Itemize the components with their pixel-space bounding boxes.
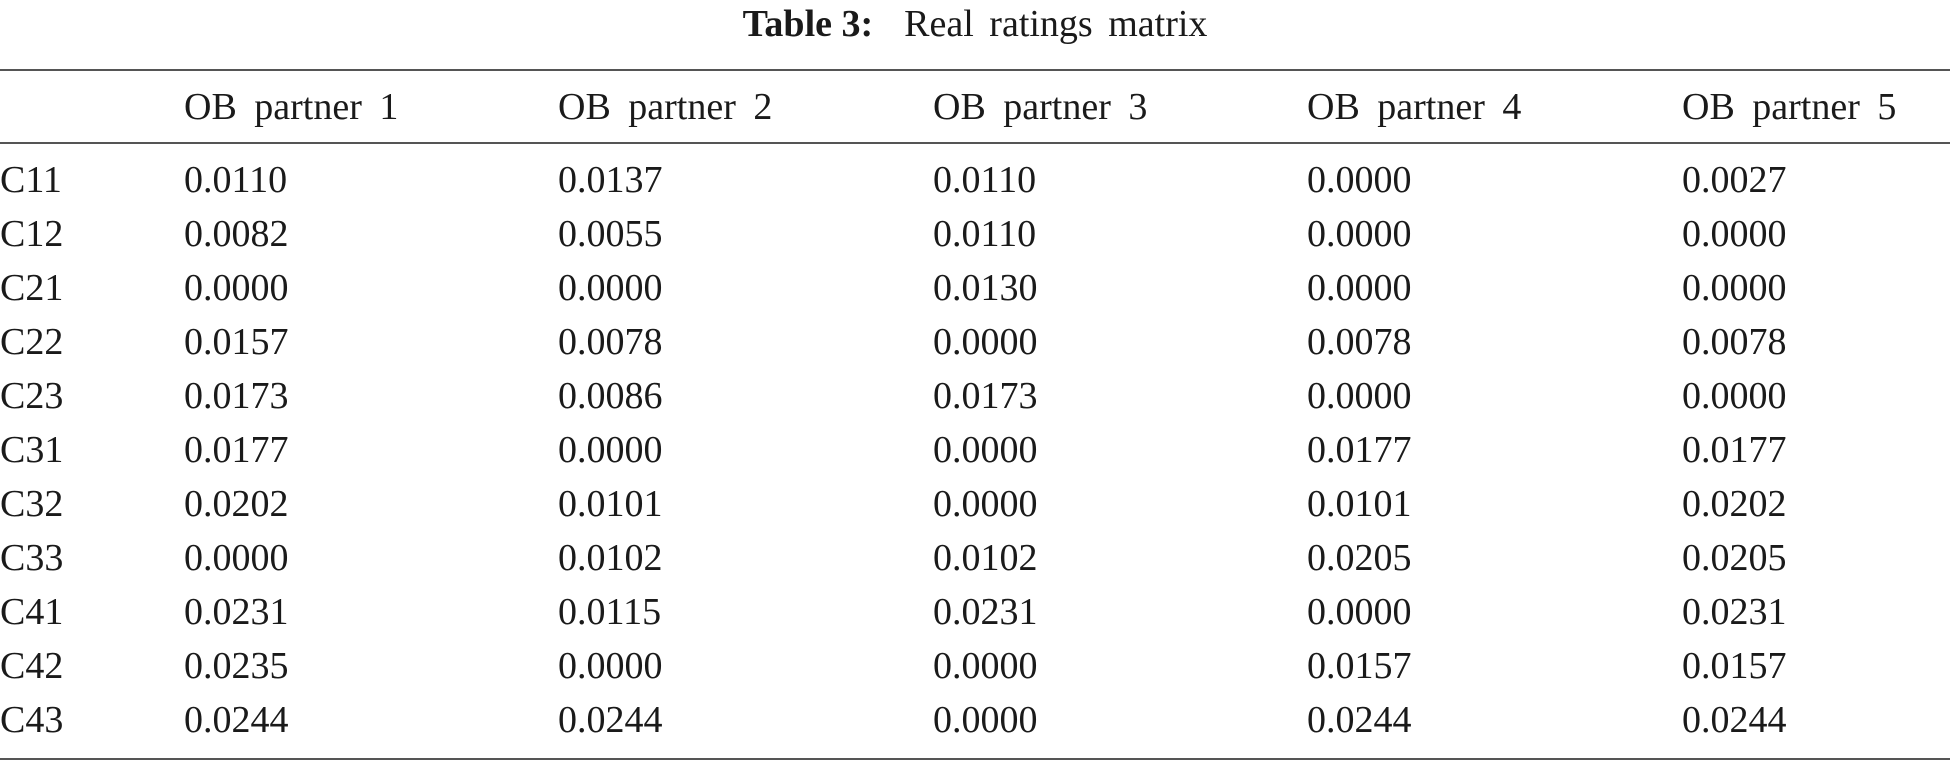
table-cell: 0.0115 xyxy=(558,591,662,633)
column-header: OB partner 5 xyxy=(1682,86,1897,128)
table-cell: 0.0177 xyxy=(184,429,289,471)
caption-title: Real ratings matrix xyxy=(904,3,1208,45)
row-label: C42 xyxy=(0,645,64,687)
table-cell: 0.0000 xyxy=(1307,375,1412,417)
table-cell: 0.0027 xyxy=(1682,159,1787,201)
row-label: C43 xyxy=(0,699,64,741)
table-cell: 0.0000 xyxy=(933,483,1038,525)
table-cell: 0.0173 xyxy=(933,375,1038,417)
bottom-rule xyxy=(0,758,1950,760)
table-cell: 0.0000 xyxy=(933,699,1038,741)
row-label: C22 xyxy=(0,321,64,363)
row-label: C31 xyxy=(0,429,64,471)
row-label: C12 xyxy=(0,213,64,255)
column-header: OB partner 1 xyxy=(184,86,399,128)
table-cell: 0.0110 xyxy=(933,213,1037,255)
row-label: C21 xyxy=(0,267,64,309)
table-cell: 0.0101 xyxy=(1307,483,1412,525)
table-cell: 0.0000 xyxy=(1307,213,1412,255)
table-cell: 0.0000 xyxy=(1682,213,1787,255)
table-cell: 0.0101 xyxy=(558,483,663,525)
table-cell: 0.0110 xyxy=(184,159,288,201)
table-cell: 0.0000 xyxy=(1307,591,1412,633)
table-cell: 0.0000 xyxy=(933,645,1038,687)
table-cell: 0.0102 xyxy=(933,537,1038,579)
table-cell: 0.0102 xyxy=(558,537,663,579)
table-cell: 0.0157 xyxy=(1307,645,1412,687)
column-header: OB partner 2 xyxy=(558,86,773,128)
table-cell: 0.0078 xyxy=(1682,321,1787,363)
table-cell: 0.0231 xyxy=(184,591,289,633)
table-cell: 0.0078 xyxy=(1307,321,1412,363)
row-label: C23 xyxy=(0,375,64,417)
table-cell: 0.0000 xyxy=(933,429,1038,471)
table-cell: 0.0231 xyxy=(933,591,1038,633)
table-cell: 0.0173 xyxy=(184,375,289,417)
table-cell: 0.0000 xyxy=(1307,159,1412,201)
table-cell: 0.0110 xyxy=(933,159,1037,201)
table-cell: 0.0000 xyxy=(184,537,289,579)
table-cell: 0.0205 xyxy=(1307,537,1412,579)
table-caption: Table 3: Real ratings matrix xyxy=(0,3,1950,46)
table-cell: 0.0000 xyxy=(184,267,289,309)
table-cell: 0.0157 xyxy=(184,321,289,363)
table-cell: 0.0000 xyxy=(933,321,1038,363)
row-label: C32 xyxy=(0,483,64,525)
table-cell: 0.0000 xyxy=(1682,267,1787,309)
table-cell: 0.0177 xyxy=(1307,429,1412,471)
table-cell: 0.0000 xyxy=(558,645,663,687)
table-cell: 0.0137 xyxy=(558,159,663,201)
table-cell: 0.0202 xyxy=(184,483,289,525)
table-cell: 0.0055 xyxy=(558,213,663,255)
row-label: C11 xyxy=(0,159,62,201)
table-cell: 0.0000 xyxy=(558,429,663,471)
table-cell: 0.0082 xyxy=(184,213,289,255)
column-header: OB partner 3 xyxy=(933,86,1148,128)
table-cell: 0.0244 xyxy=(184,699,289,741)
table-cell: 0.0078 xyxy=(558,321,663,363)
table-cell: 0.0130 xyxy=(933,267,1038,309)
table-cell: 0.0244 xyxy=(1682,699,1787,741)
table-cell: 0.0205 xyxy=(1682,537,1787,579)
table-cell: 0.0202 xyxy=(1682,483,1787,525)
row-label: C41 xyxy=(0,591,64,633)
header-rule xyxy=(0,142,1950,144)
table-cell: 0.0177 xyxy=(1682,429,1787,471)
caption-label: Table 3: xyxy=(742,3,874,45)
table-cell: 0.0000 xyxy=(1682,375,1787,417)
table-cell: 0.0157 xyxy=(1682,645,1787,687)
column-header: OB partner 4 xyxy=(1307,86,1522,128)
table-cell: 0.0244 xyxy=(558,699,663,741)
table-cell: 0.0231 xyxy=(1682,591,1787,633)
table-cell: 0.0000 xyxy=(1307,267,1412,309)
table-cell: 0.0086 xyxy=(558,375,663,417)
table-cell: 0.0235 xyxy=(184,645,289,687)
table-cell: 0.0000 xyxy=(558,267,663,309)
top-rule xyxy=(0,69,1950,71)
row-label: C33 xyxy=(0,537,64,579)
table-cell: 0.0244 xyxy=(1307,699,1412,741)
